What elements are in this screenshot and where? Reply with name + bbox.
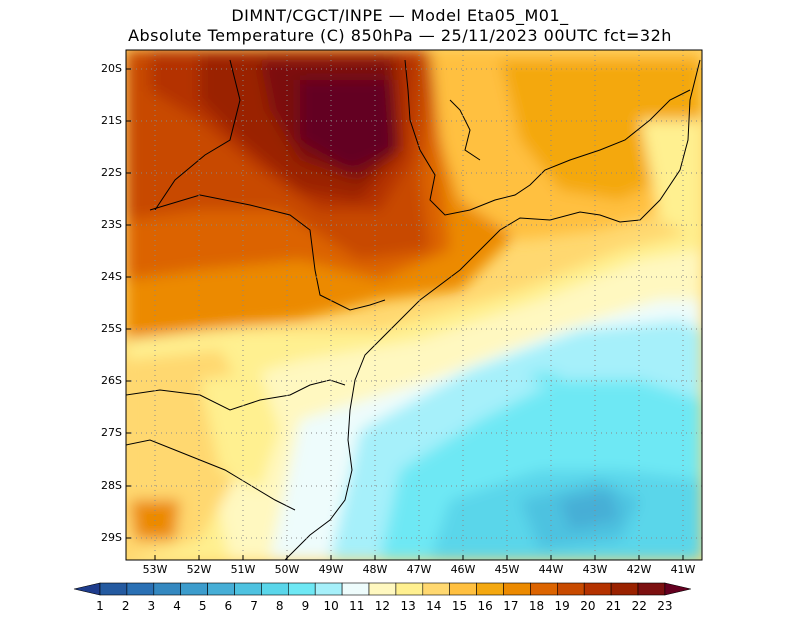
lat-label-21s: 21S — [101, 114, 122, 127]
lon-label-47w: 47W — [406, 563, 432, 576]
colorbar-swatch — [422, 582, 450, 596]
gridlines — [126, 50, 702, 560]
colorbar-label: 16 — [477, 599, 493, 613]
lat-label-29s: 29S — [101, 531, 122, 544]
colorbar-swatch — [153, 582, 182, 596]
colorbar-label: 9 — [301, 599, 310, 613]
lon-label-50w: 50W — [274, 563, 300, 576]
colorbar-end-low — [73, 582, 101, 596]
colorbar-swatch — [126, 582, 155, 596]
colorbar-label: 1 — [96, 599, 104, 613]
lon-label-42w: 42W — [626, 563, 652, 576]
colorbar-swatch — [556, 582, 585, 596]
colorbar-swatch — [207, 582, 235, 596]
lat-label-23s: 23S — [101, 218, 122, 231]
colorbar-swatch — [530, 582, 558, 596]
lon-label-44w: 44W — [538, 563, 564, 576]
lat-label-25s: 25S — [101, 322, 122, 335]
lon-label-51w: 51W — [230, 563, 256, 576]
colorbar-label: 2 — [121, 599, 130, 613]
colorbar-label: 20 — [580, 599, 596, 613]
lat-label-28s: 28S — [101, 479, 122, 492]
lon-label-48w: 48W — [362, 563, 388, 576]
colorbar-label: 4 — [173, 599, 181, 613]
colorbar-swatch — [395, 582, 424, 596]
colorbar-label: 23 — [657, 599, 673, 613]
colorbar-end-high — [664, 582, 691, 596]
coastline-and-borders — [126, 59, 701, 560]
colorbar — [73, 582, 691, 596]
colorbar-swatch — [583, 582, 612, 596]
colorbar-label: 13 — [400, 599, 416, 613]
colorbar-label: 15 — [451, 599, 468, 613]
lon-label-52w: 52W — [186, 563, 212, 576]
colorbar-swatch — [503, 582, 531, 596]
colorbar-swatch — [610, 582, 639, 596]
colorbar-label: 21 — [605, 599, 622, 613]
colorbar-label: 5 — [198, 599, 207, 613]
colorbar-label: 18 — [528, 599, 545, 613]
colorbar-label: 3 — [147, 599, 156, 613]
map-title-line-1: DIMNT/CGCT/INPE — Model Eta05_M01_ — [231, 6, 569, 25]
lon-label-43w: 43W — [582, 563, 608, 576]
colorbar-label: 12 — [374, 599, 391, 613]
colorbar-swatch — [180, 582, 208, 596]
colorbar-label: 6 — [224, 599, 233, 613]
lon-label-41w: 41W — [670, 563, 696, 576]
lat-label-22s: 22S — [101, 166, 122, 179]
colorbar-swatch — [449, 582, 477, 596]
lon-label-45w: 45W — [494, 563, 520, 576]
lon-label-49w: 49W — [318, 563, 344, 576]
colorbar-label: 8 — [275, 599, 284, 613]
temperature-field — [126, 50, 702, 560]
map-frame — [125, 49, 703, 561]
colorbar-swatch — [99, 582, 128, 596]
lat-label-26s: 26S — [101, 374, 122, 387]
colorbar-label: 11 — [349, 599, 365, 613]
axis-ticks — [126, 68, 684, 560]
map-title-line-2: Absolute Temperature (C) 850hPa — 25/11/… — [128, 26, 672, 45]
colorbar-label: 17 — [503, 599, 519, 613]
colorbar-label: 14 — [426, 599, 442, 613]
colorbar-swatch — [287, 582, 316, 596]
lat-label-24s: 24S — [101, 270, 122, 283]
colorbar-swatch — [368, 582, 397, 596]
colorbar-swatch — [341, 582, 370, 596]
lat-label-27s: 27S — [101, 426, 122, 439]
colorbar-swatch — [261, 582, 289, 596]
colorbar-label: 7 — [250, 599, 258, 613]
colorbar-label: 22 — [631, 599, 647, 613]
colorbar-label: 19 — [554, 599, 570, 613]
colorbar-label: 10 — [323, 599, 339, 613]
lon-label-46w: 46W — [450, 563, 476, 576]
colorbar-swatch — [637, 582, 666, 596]
lat-label-20s: 20S — [101, 62, 122, 75]
lon-label-53w: 53W — [142, 563, 168, 576]
colorbar-swatch — [234, 582, 262, 596]
colorbar-swatch — [314, 582, 343, 596]
colorbar-swatch — [476, 582, 504, 596]
